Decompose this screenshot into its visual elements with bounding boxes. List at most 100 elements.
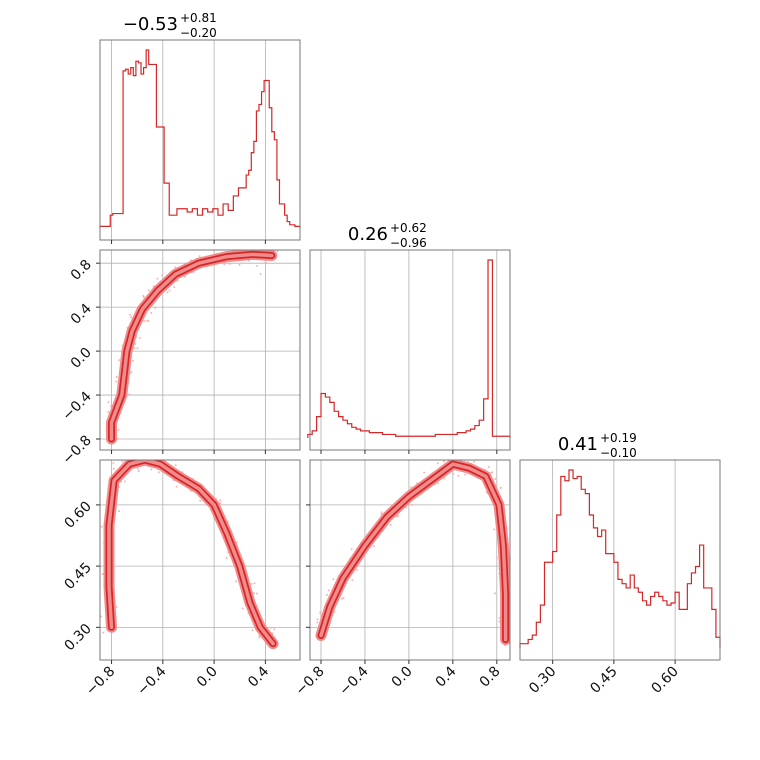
sample-point (452, 472, 455, 475)
sample-point (449, 456, 451, 458)
joint-panel-0-1 (99, 244, 301, 451)
contour-outer (108, 250, 276, 443)
y-tick-label: 0.30 (61, 621, 94, 654)
y-tick-label: −0.4 (59, 389, 94, 424)
sample-point (332, 578, 335, 581)
sample-point (128, 393, 131, 396)
sample-point (251, 629, 254, 632)
sample-point (118, 359, 121, 362)
sample-point (137, 470, 140, 473)
sample-point (102, 631, 105, 634)
sample-point (129, 313, 132, 316)
sample-point (121, 460, 124, 463)
x-tick-label: 0.60 (649, 664, 682, 697)
sample-point (319, 610, 322, 613)
sample-point (373, 545, 375, 548)
panel-frame (309, 249, 511, 451)
sample-point (112, 467, 115, 470)
sample-point (270, 626, 273, 629)
sample-point (436, 462, 439, 465)
sample-point (133, 347, 136, 350)
sample-point (355, 568, 358, 571)
sample-point (255, 592, 258, 595)
contour-inner (319, 462, 508, 642)
sample-point (253, 592, 255, 595)
sample-point (157, 454, 159, 456)
sample-point (241, 607, 244, 610)
sample-point (174, 464, 177, 467)
sample-point (225, 557, 228, 560)
sample-point (493, 528, 496, 531)
sample-point (342, 597, 345, 599)
sample-point (161, 448, 163, 450)
sample-point (109, 405, 112, 408)
sample-point (149, 452, 151, 454)
x-tick-label: −0.4 (134, 663, 169, 698)
sample-point (500, 487, 502, 489)
sample-point (129, 372, 132, 375)
title-value: 0.41 (558, 434, 598, 455)
panel-frame (519, 459, 721, 661)
sample-point (100, 525, 103, 528)
joint-panel-1-2 (309, 456, 511, 661)
contour-inner (109, 252, 274, 441)
sample-point (166, 291, 169, 294)
y-tick-label: 0.60 (61, 498, 94, 531)
sample-point (219, 499, 222, 502)
x-tick-label: 0.0 (194, 664, 221, 691)
sample-point (493, 592, 496, 595)
contour-outer (317, 460, 510, 644)
sample-point (130, 370, 133, 373)
histogram-step-1 (307, 259, 511, 438)
sample-point (397, 515, 400, 517)
x-tick-label: 0.4 (245, 663, 272, 690)
sample-point (487, 466, 490, 468)
sample-point (142, 454, 144, 456)
sample-point (498, 620, 501, 623)
sample-point (327, 589, 330, 592)
title-minus: −0.10 (600, 446, 637, 460)
sample-point (130, 316, 133, 319)
histogram-title-2: 0.41 +0.19−0.10 (558, 431, 637, 460)
title-plus: +0.81 (180, 11, 217, 25)
sample-point (132, 359, 134, 362)
sample-point (316, 618, 319, 621)
panel-frame (99, 459, 301, 661)
x-tick-label: −0.8 (292, 664, 327, 699)
sample-point (494, 477, 497, 480)
sample-point (228, 263, 231, 265)
title-value: −0.53 (123, 14, 178, 35)
sample-point (224, 248, 226, 250)
y-tick-label: 0.4 (68, 301, 95, 328)
sample-point (423, 471, 426, 474)
sample-point (112, 462, 115, 464)
sample-point (94, 550, 96, 552)
sample-point (142, 296, 145, 299)
sample-point (326, 594, 328, 596)
y-tick-label: 0.45 (61, 560, 94, 593)
sample-point (319, 612, 322, 615)
histogram-title-1: 0.26 +0.62−0.96 (348, 221, 427, 250)
title-minus: −0.20 (180, 26, 217, 40)
y-tick-label: 0.8 (68, 257, 95, 284)
title-plus: +0.19 (600, 431, 637, 445)
sample-point (150, 311, 153, 314)
histogram-step-0 (99, 49, 301, 228)
title-value: 0.26 (348, 224, 388, 245)
contour-outer (105, 460, 277, 648)
density-fill (106, 250, 278, 445)
sample-point (98, 524, 100, 526)
sample-point (116, 437, 119, 440)
sample-point (107, 410, 110, 413)
sample-point (238, 264, 241, 266)
histogram-title-0: −0.53 +0.81−0.20 (123, 11, 217, 40)
sample-point (224, 244, 226, 246)
title-minus: −0.96 (390, 236, 427, 250)
sample-point (237, 247, 239, 249)
sample-point (118, 510, 121, 513)
sample-point (147, 320, 150, 323)
sample-point (250, 582, 253, 585)
panel-frame (309, 459, 511, 661)
sample-point (115, 605, 118, 608)
sample-point (140, 454, 142, 456)
